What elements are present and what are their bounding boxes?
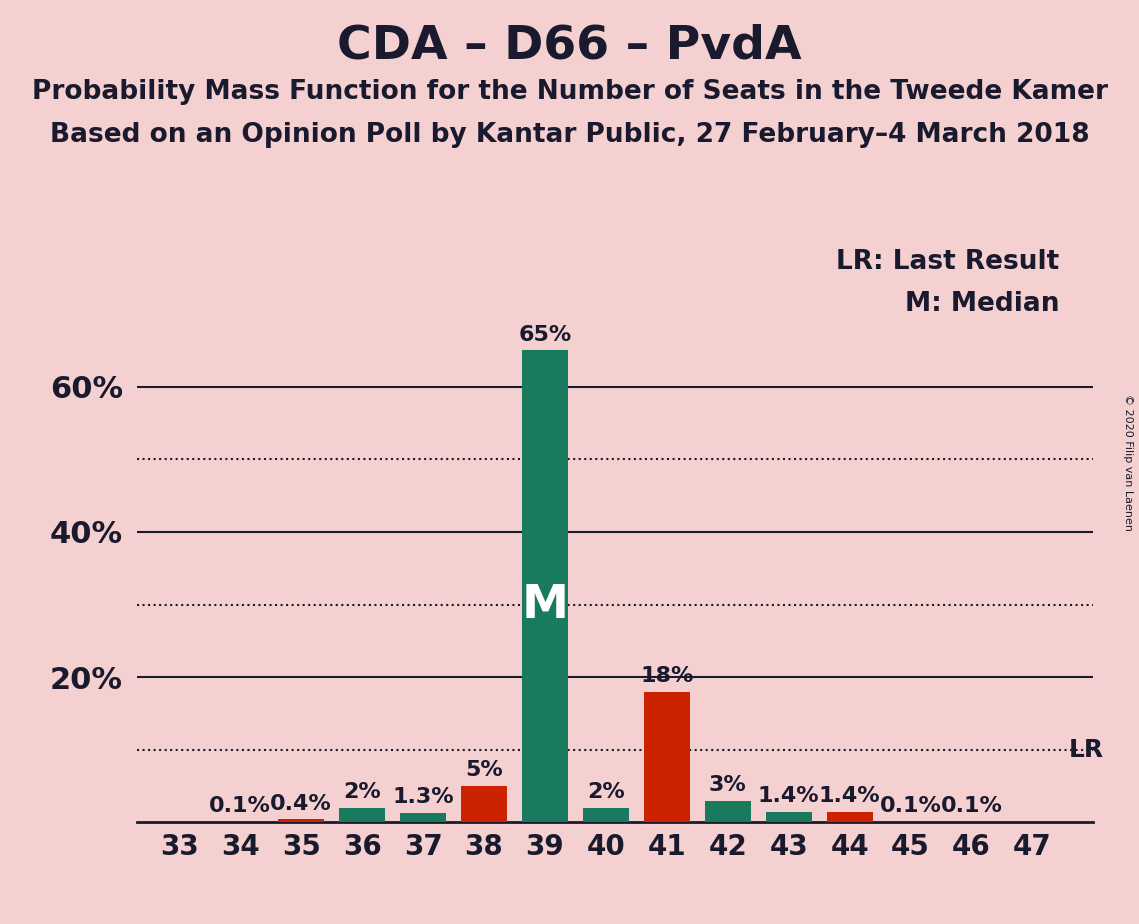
- Text: 65%: 65%: [518, 324, 572, 345]
- Bar: [278, 820, 325, 822]
- Text: 18%: 18%: [640, 666, 694, 686]
- Bar: [339, 808, 385, 822]
- Text: 1.4%: 1.4%: [819, 786, 880, 807]
- Text: M: M: [522, 583, 568, 627]
- Text: 2%: 2%: [343, 782, 382, 802]
- Text: 0.1%: 0.1%: [941, 796, 1002, 816]
- Bar: [461, 786, 507, 822]
- Bar: [765, 812, 812, 822]
- Text: LR: LR: [1070, 737, 1104, 761]
- Text: © 2020 Filip van Laenen: © 2020 Filip van Laenen: [1123, 394, 1133, 530]
- Bar: [705, 800, 751, 822]
- Bar: [827, 812, 872, 822]
- Text: 0.1%: 0.1%: [879, 796, 942, 816]
- Text: 1.3%: 1.3%: [392, 787, 454, 808]
- Text: 5%: 5%: [465, 760, 503, 780]
- Bar: [583, 808, 629, 822]
- Text: 1.4%: 1.4%: [757, 786, 820, 807]
- Text: Probability Mass Function for the Number of Seats in the Tweede Kamer: Probability Mass Function for the Number…: [32, 79, 1107, 104]
- Bar: [644, 692, 690, 822]
- Text: CDA – D66 – PvdA: CDA – D66 – PvdA: [337, 23, 802, 68]
- Bar: [522, 350, 568, 822]
- Text: 3%: 3%: [708, 774, 747, 795]
- Text: LR: Last Result: LR: Last Result: [836, 249, 1059, 275]
- Text: 2%: 2%: [587, 782, 625, 802]
- Text: 0.1%: 0.1%: [210, 796, 271, 816]
- Text: M: Median: M: Median: [904, 291, 1059, 317]
- Bar: [400, 813, 446, 822]
- Text: Based on an Opinion Poll by Kantar Public, 27 February–4 March 2018: Based on an Opinion Poll by Kantar Publi…: [50, 122, 1089, 148]
- Text: 0.4%: 0.4%: [270, 794, 333, 814]
